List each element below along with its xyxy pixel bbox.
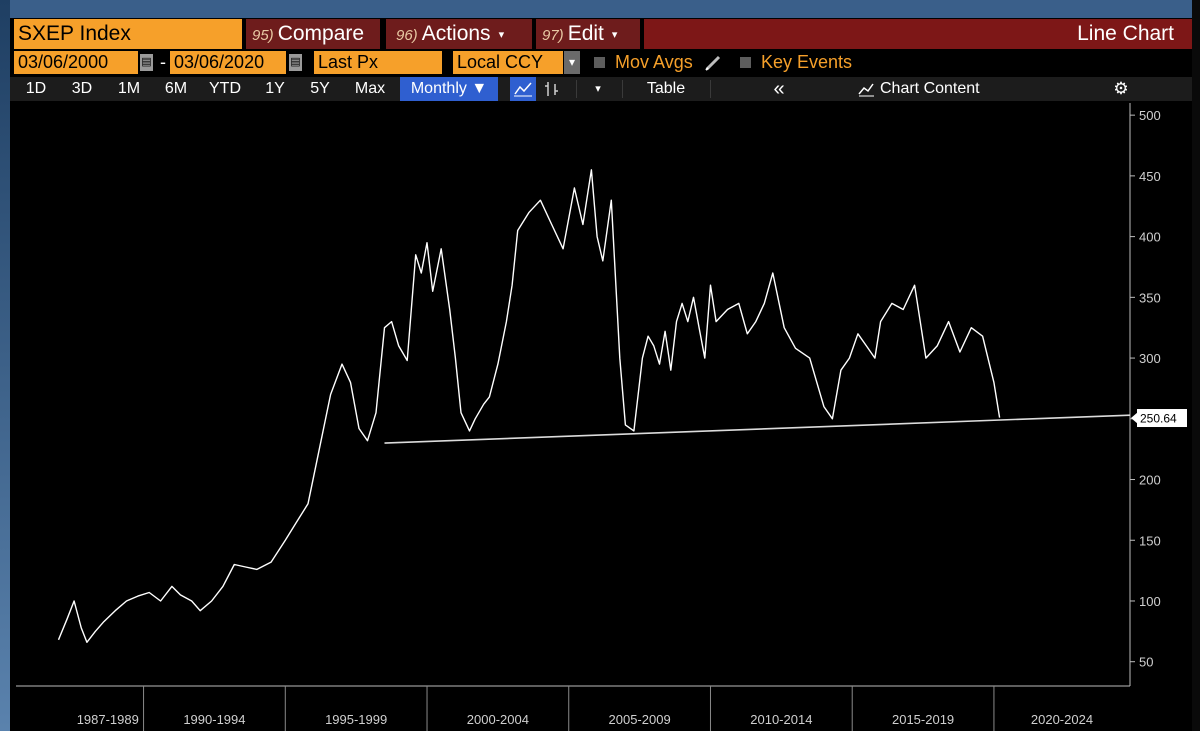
pencil-icon[interactable] <box>704 54 724 72</box>
y-tick-label: 300 <box>1139 351 1161 366</box>
edit-button[interactable]: 97) Edit ▾ <box>536 19 640 49</box>
x-period-label: 2010-2014 <box>750 712 812 727</box>
y-tick-label: 50 <box>1139 655 1153 670</box>
table-button[interactable]: Table <box>646 80 686 97</box>
start-date-field[interactable]: 03/06/2000 <box>14 51 138 74</box>
x-period-label: 2005-2009 <box>609 712 671 727</box>
range-1d[interactable]: 1D <box>25 80 47 97</box>
window-edge <box>1192 0 1200 731</box>
x-period-label: 1990-1994 <box>183 712 245 727</box>
actions-button[interactable]: 96) Actions ▾ <box>386 19 532 49</box>
y-tick-label: 400 <box>1139 230 1161 245</box>
chart-type-title: Line Chart <box>644 19 1192 49</box>
range-1y[interactable]: 1Y <box>265 80 285 97</box>
chart-area[interactable]: 50100150200250300350400450500 1987-19891… <box>10 18 1192 731</box>
actions-number: 96) <box>396 27 418 44</box>
currency-dropdown-icon[interactable]: ▾ <box>564 51 580 74</box>
compare-button[interactable]: 95) Compare <box>246 19 380 49</box>
frequency-dropdown[interactable]: Monthly ▼ <box>400 77 498 101</box>
chart-type-dropdown-icon[interactable]: ▾ <box>595 83 601 95</box>
edit-number: 97) <box>542 27 564 44</box>
date-range-dash: - <box>160 52 166 72</box>
mov-avgs-label[interactable]: Mov Avgs <box>615 52 693 72</box>
x-period-label: 1995-1999 <box>325 712 387 727</box>
toolbar: 1D 3D 1M 6M YTD 1Y 5Y Max Monthly ▼ ▾ Ta… <box>10 77 1192 101</box>
line-chart-icon <box>514 82 532 97</box>
chart-content-button[interactable]: Chart Content <box>880 80 980 97</box>
range-1m[interactable]: 1M <box>117 80 141 97</box>
x-period-label: 2015-2019 <box>892 712 954 727</box>
y-tick-label: 500 <box>1139 108 1161 123</box>
settings-bar: 03/06/2000 ▤ - 03/06/2020 ▤ Last Px Loca… <box>10 51 1192 74</box>
bloomberg-chart-window: SXEP Index 95) Compare 96) Actions ▾ 97) Edi… <box>10 18 1192 731</box>
header-bar: SXEP Index 95) Compare 96) Actions ▾ 97) Edi… <box>10 18 1192 49</box>
edit-caret-icon: ▾ <box>611 29 618 41</box>
y-tick-label: 100 <box>1139 594 1161 609</box>
collapse-icon[interactable]: « <box>773 78 785 100</box>
start-calendar-icon[interactable]: ▤ <box>140 54 153 71</box>
actions-label: Actions <box>421 22 491 45</box>
mov-avgs-checkbox[interactable] <box>594 57 605 68</box>
last-price-value: 250.64 <box>1140 412 1177 426</box>
edit-label: Edit <box>567 22 604 45</box>
compare-number: 95) <box>252 27 274 44</box>
y-tick-label: 350 <box>1139 290 1161 305</box>
x-period-label: 2020-2024 <box>1031 712 1093 727</box>
currency-selector[interactable]: Local CCY <box>453 51 563 74</box>
chart-content-icon[interactable] <box>856 77 876 101</box>
x-period-label: 1987-1989 <box>77 712 139 727</box>
last-price-label: 250.64 <box>1131 409 1187 428</box>
desktop-background <box>0 0 10 731</box>
key-events-label[interactable]: Key Events <box>761 52 853 72</box>
end-date-field[interactable]: 03/06/2020 <box>170 51 286 74</box>
range-max[interactable]: Max <box>354 80 386 97</box>
toolbar-separator <box>710 80 711 98</box>
y-tick-label: 200 <box>1139 473 1161 488</box>
support-trendline <box>384 414 1131 444</box>
ohlc-bars-icon <box>545 82 558 96</box>
y-axis: 50100150200250300350400450500 <box>1130 108 1161 670</box>
toolbar-separator <box>576 80 577 98</box>
compare-label: Compare <box>277 22 365 45</box>
line-chart-mode-button[interactable] <box>510 77 536 101</box>
range-6m[interactable]: 6M <box>164 80 188 97</box>
y-tick-label: 450 <box>1139 169 1161 184</box>
x-axis: 1987-1989 1990-1994 1995-1999 2000-2004 2005… <box>77 686 1093 731</box>
ticker-field[interactable]: SXEP Index <box>14 19 242 49</box>
end-calendar-icon[interactable]: ▤ <box>289 54 302 71</box>
price-field-selector[interactable]: Last Px <box>314 51 442 74</box>
price-series-line <box>57 169 1001 643</box>
key-events-checkbox[interactable] <box>740 57 751 68</box>
settings-gear-icon[interactable]: ⚙ <box>1113 79 1129 98</box>
y-tick-label: 150 <box>1139 533 1161 548</box>
range-5y[interactable]: 5Y <box>310 80 330 97</box>
actions-caret-icon: ▾ <box>498 29 505 41</box>
chart-frame <box>16 103 1131 687</box>
bar-chart-mode-button[interactable] <box>540 77 564 101</box>
toolbar-separator <box>622 80 623 98</box>
x-period-label: 2000-2004 <box>467 712 529 727</box>
range-3d[interactable]: 3D <box>71 80 93 97</box>
range-ytd[interactable]: YTD <box>209 80 241 97</box>
